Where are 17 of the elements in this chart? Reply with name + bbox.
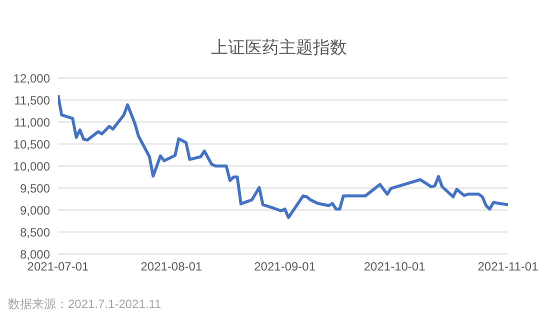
y-tick-label: 9,500 xyxy=(20,181,50,196)
y-tick-label: 9,000 xyxy=(20,203,50,218)
chart-title: 上证医药主题指数 xyxy=(210,37,348,59)
y-tick-label: 12,000 xyxy=(13,71,50,86)
y-tick-label: 8,500 xyxy=(20,225,50,240)
x-tick-label: 2021-07-01 xyxy=(27,260,90,274)
source-note: 数据来源：2021.7.1-2021.11 xyxy=(8,296,162,313)
y-tick-label: 8,000 xyxy=(20,247,50,262)
y-tick-label: 10,000 xyxy=(13,159,50,174)
y-tick-label: 10,500 xyxy=(13,137,50,152)
x-tick-label: 2021-09-01 xyxy=(254,260,316,274)
line-series xyxy=(58,94,508,219)
x-tick-label: 2021-10-01 xyxy=(364,260,426,274)
x-tick-label: 2021-08-01 xyxy=(140,260,202,274)
x-tick-label: 2021-11-01 xyxy=(478,260,539,274)
y-tick-label: 11,000 xyxy=(14,115,50,130)
y-tick-label: 11,500 xyxy=(14,93,50,108)
